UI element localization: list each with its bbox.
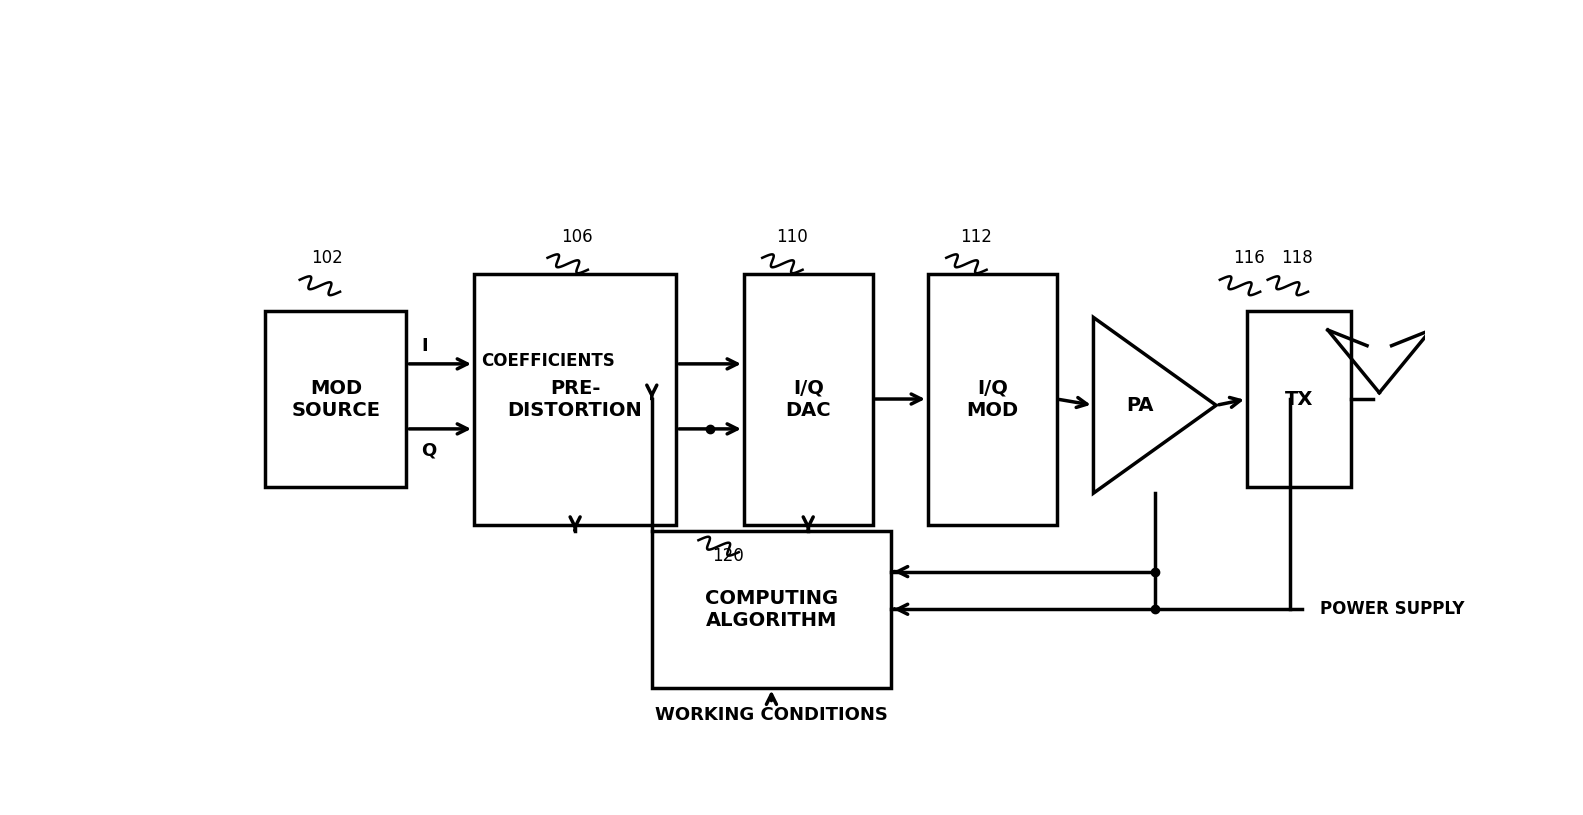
Bar bbox=[1247, 311, 1350, 487]
Text: 110: 110 bbox=[776, 228, 807, 246]
Text: 106: 106 bbox=[560, 228, 592, 246]
Text: WORKING CONDITIONS: WORKING CONDITIONS bbox=[655, 706, 888, 724]
Text: 112: 112 bbox=[959, 228, 991, 246]
Text: COMPUTING
ALGORITHM: COMPUTING ALGORITHM bbox=[704, 588, 837, 630]
Text: I/Q
DAC: I/Q DAC bbox=[785, 378, 831, 420]
Text: I/Q
MOD: I/Q MOD bbox=[966, 378, 1018, 420]
Text: TX: TX bbox=[1285, 390, 1314, 408]
Text: PRE-
DISTORTION: PRE- DISTORTION bbox=[508, 378, 643, 420]
Bar bbox=[652, 531, 891, 688]
Bar bbox=[473, 274, 676, 525]
Text: I: I bbox=[421, 337, 427, 355]
Text: MOD
SOURCE: MOD SOURCE bbox=[291, 378, 380, 420]
Bar bbox=[266, 311, 407, 487]
Text: 102: 102 bbox=[310, 249, 342, 267]
Text: COEFFICIENTS: COEFFICIENTS bbox=[481, 352, 614, 370]
Bar bbox=[928, 274, 1056, 525]
Text: POWER SUPPLY: POWER SUPPLY bbox=[1320, 601, 1464, 619]
Text: 120: 120 bbox=[712, 547, 744, 565]
Text: PA: PA bbox=[1127, 396, 1154, 415]
Text: 118: 118 bbox=[1281, 249, 1312, 267]
Text: 116: 116 bbox=[1233, 249, 1265, 267]
Text: Q: Q bbox=[421, 442, 437, 460]
Bar bbox=[744, 274, 872, 525]
